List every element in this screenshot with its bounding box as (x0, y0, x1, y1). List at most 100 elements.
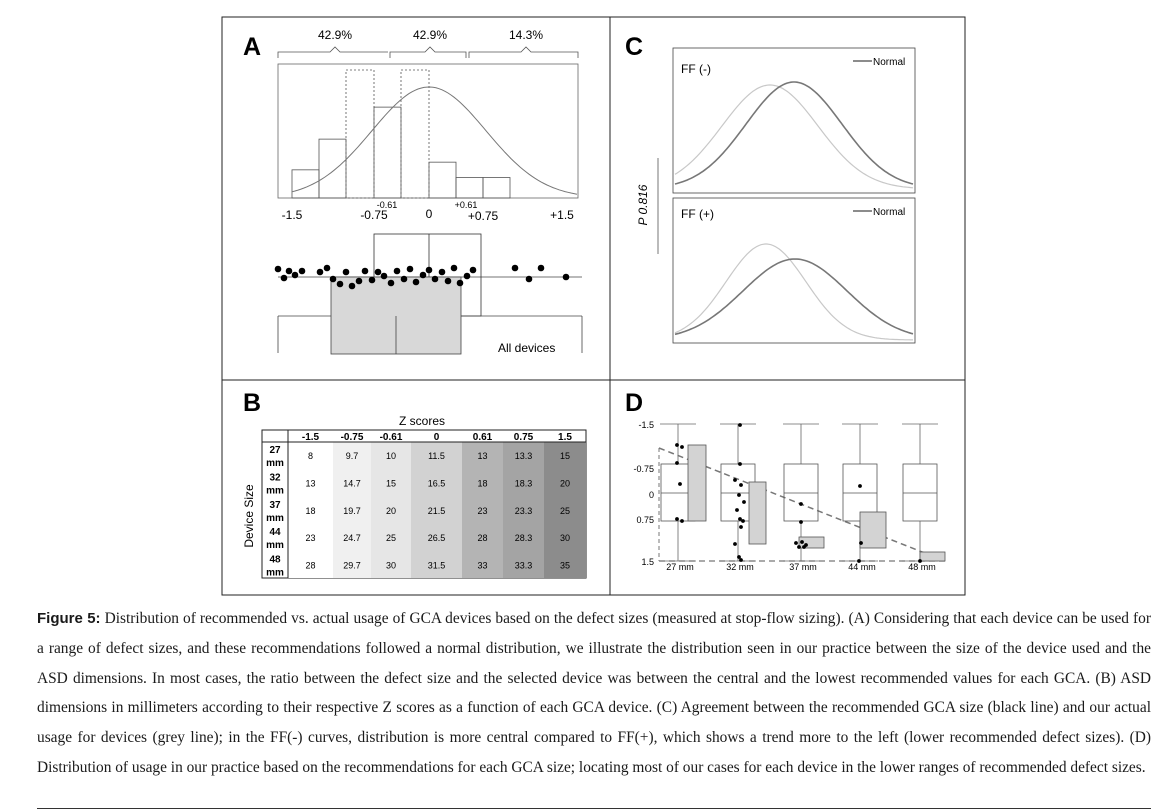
recommended-box (902, 463, 938, 522)
data-point (450, 264, 458, 272)
data-point (738, 423, 742, 427)
table-column-shade (288, 442, 333, 578)
data-point (800, 540, 804, 544)
table-cell: 23 (477, 506, 487, 516)
data-point (316, 268, 324, 276)
table-row-size: 27 (269, 445, 281, 456)
bottom-rule (37, 808, 1151, 809)
all-devices-label: All devices (498, 341, 555, 355)
table-column-shade (411, 442, 462, 578)
ff-plus-recommended-curve (674, 258, 914, 336)
table-cell: 35 (560, 561, 570, 571)
bracket-right (468, 46, 579, 58)
table-cell: 18 (477, 478, 487, 488)
data-point (438, 268, 446, 276)
panel-d-label: D (625, 389, 643, 417)
table-cell: 14.7 (343, 478, 361, 488)
ff-plus-plot-area (672, 197, 916, 344)
data-point (419, 271, 427, 279)
d-ytick-1: -1.5 (638, 420, 654, 430)
table-cell: 21.5 (428, 506, 446, 516)
table-column-header: 0.61 (473, 432, 493, 443)
data-point (368, 276, 376, 284)
data-point (797, 545, 801, 549)
table-cell: 8 (308, 451, 313, 461)
d-ytick-4: 0.75 (636, 515, 654, 525)
table-cell: 13 (305, 478, 315, 488)
table-cell: 25 (560, 506, 570, 516)
ff-minus-title: FF (-) (681, 62, 711, 76)
x-axis-label: 37 mm (789, 562, 817, 572)
data-point (393, 267, 401, 275)
table-cell: 26.5 (428, 533, 446, 543)
histogram-bar (400, 69, 430, 199)
data-point (680, 445, 684, 449)
table-cell: 24.7 (343, 533, 361, 543)
device-size-axis-label: Device Size (242, 484, 256, 548)
table-row-unit: mm (266, 568, 284, 579)
histogram-bar (373, 106, 402, 199)
caption-label: Figure 5: (37, 610, 101, 627)
data-point (739, 483, 743, 487)
data-point (794, 541, 798, 545)
table-cell: 33.3 (515, 561, 533, 571)
table-column-header: -0.75 (341, 432, 364, 443)
actual-usage-box (748, 481, 767, 545)
panel-a: A 42.9% 42.9% 14.3% -1.5 -0.61 -0.75 0 +… (243, 28, 583, 355)
histogram-bar (291, 169, 320, 199)
device-boxplots: 27 mm 32 mm 37 mm 44 mm 48 mm (660, 423, 946, 572)
table-column-shade (462, 442, 503, 578)
data-point (537, 264, 545, 272)
data-point (374, 268, 382, 276)
x-axis-label: 48 mm (908, 562, 936, 572)
table-cell: 30 (560, 533, 570, 543)
table-row-unit: mm (266, 513, 284, 524)
table-cell: 28 (477, 533, 487, 543)
figure-caption: Figure 5: Distribution of recommended vs… (37, 604, 1151, 783)
data-point (680, 519, 684, 523)
device-dots (274, 264, 570, 290)
panel-d: D -1.5 -0.75 0 0.75 1.5 27 mm 32 mm 37 mm 4… (625, 389, 946, 572)
tick-zero: 0 (426, 207, 433, 221)
table-cell: 13 (477, 451, 487, 461)
table-cell: 28 (305, 561, 315, 571)
data-point (406, 265, 414, 273)
data-point (675, 461, 679, 465)
table-column-shade (333, 442, 371, 578)
data-point (735, 508, 739, 512)
table-cell: 16.5 (428, 478, 446, 488)
table-cell: 18.3 (515, 478, 533, 488)
data-point (742, 500, 746, 504)
ff-plus-legend-text: Normal (873, 207, 905, 218)
data-point (857, 559, 861, 563)
data-point (525, 275, 533, 283)
table-cell: 31.5 (428, 561, 446, 571)
x-axis-label: 27 mm (666, 562, 694, 572)
actual-usage-box (859, 511, 887, 549)
actual-usage-box (687, 444, 707, 522)
histogram-bar (482, 177, 511, 199)
table-cell: 23 (305, 533, 315, 543)
data-point (802, 545, 806, 549)
table-cell: 15 (560, 451, 570, 461)
table-column-header: 0 (434, 432, 440, 443)
pct-label-left: 42.9% (318, 28, 352, 42)
table-column-header: -1.5 (302, 432, 320, 443)
table-row-unit: mm (266, 540, 284, 551)
data-point (463, 272, 471, 280)
data-point (859, 541, 863, 545)
data-point (678, 482, 682, 486)
data-point (348, 282, 356, 290)
data-point (298, 267, 306, 275)
data-point (675, 517, 679, 521)
data-point (361, 267, 369, 275)
data-point (733, 478, 737, 482)
data-point (858, 484, 862, 488)
pct-label-right: 14.3% (509, 28, 543, 42)
table-cell: 28.3 (515, 533, 533, 543)
data-point (425, 266, 433, 274)
data-point (799, 502, 803, 506)
tick-plus-1.5: +1.5 (550, 208, 574, 222)
data-point (739, 525, 743, 529)
data-point (355, 277, 363, 285)
